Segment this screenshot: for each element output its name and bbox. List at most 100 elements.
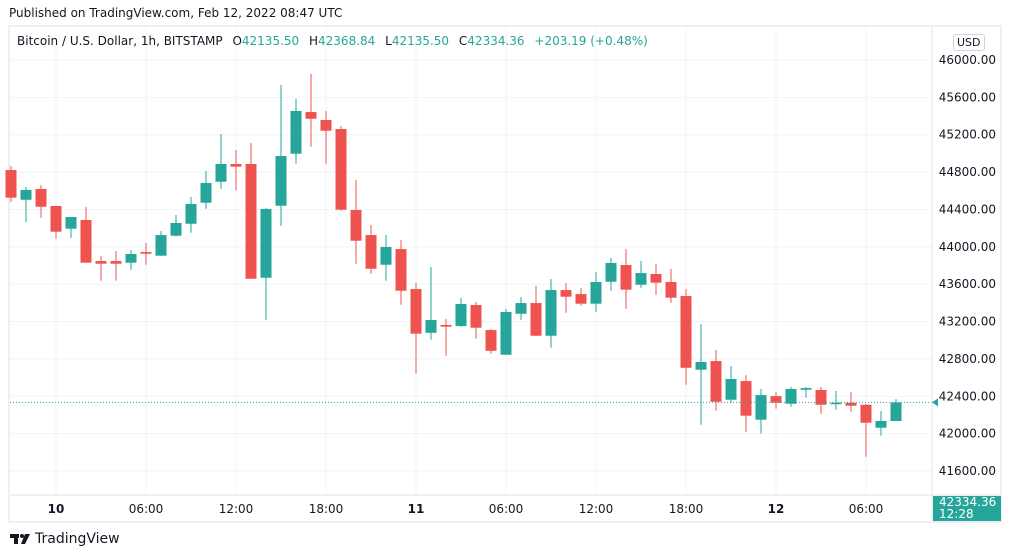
candle: [95, 256, 107, 281]
candle-body: [455, 303, 467, 327]
candle-body: [485, 330, 497, 351]
candle: [215, 133, 227, 189]
open-value: 42135.50: [241, 34, 300, 48]
candle: [5, 166, 17, 202]
published-caption: Published on TradingView.com, Feb 12, 20…: [9, 6, 343, 20]
candle-body: [410, 289, 422, 334]
candle-body: [695, 361, 707, 370]
candle-body: [215, 163, 227, 182]
candle: [530, 286, 542, 336]
candle-body: [95, 261, 107, 264]
chart-frame: [8, 25, 1002, 523]
candle: [50, 205, 62, 239]
y-tick-label: 45600.00: [939, 90, 996, 104]
candle-body: [815, 390, 827, 405]
candle-body: [110, 261, 122, 264]
candle-body: [350, 210, 362, 241]
candle-body: [290, 111, 302, 154]
tradingview-logo[interactable]: TradingView: [10, 531, 120, 547]
candle: [575, 288, 587, 306]
candle-body: [860, 404, 872, 423]
candle-body: [665, 282, 677, 298]
candle: [800, 387, 812, 398]
candle: [740, 375, 752, 432]
axes: 41600.00 42000.00 42400.00 42800.00 43200.00…: [10, 27, 1000, 521]
candle: [695, 324, 707, 425]
candle-body: [245, 163, 257, 279]
close-value: 42334.36: [467, 34, 525, 48]
grid: [10, 27, 932, 495]
candle: [275, 85, 287, 226]
candle-body: [155, 235, 167, 256]
x-tick-label: 06:00: [849, 502, 884, 516]
candle-body: [635, 273, 647, 285]
candle: [245, 143, 257, 279]
candle: [515, 297, 527, 320]
candle: [860, 403, 872, 457]
candle-body: [560, 290, 572, 297]
candle: [770, 392, 782, 409]
y-tick-label: 42800.00: [939, 352, 996, 366]
candle-body: [845, 402, 857, 406]
high-value: 42368.84: [318, 34, 376, 48]
candle: [665, 269, 677, 303]
candle-body: [500, 312, 512, 355]
candle-body: [725, 378, 737, 400]
last-price-label: 42334.36 12:28: [933, 496, 1001, 521]
candle-body: [710, 361, 722, 402]
x-tick-label: 11: [408, 502, 425, 516]
candle-body: [320, 119, 332, 131]
candle-body: [575, 294, 587, 304]
candle-body: [65, 217, 77, 229]
y-tick-label: 44000.00: [939, 240, 996, 254]
candle-body: [305, 112, 317, 119]
x-tick-label: 12:00: [579, 502, 614, 516]
candle: [335, 126, 347, 211]
candle: [350, 180, 362, 264]
candle: [845, 392, 857, 412]
high-label: H: [309, 34, 319, 48]
candle-body: [875, 420, 887, 428]
candle-body: [830, 402, 842, 405]
tradingview-logo-icon: [10, 534, 30, 544]
candle: [440, 319, 452, 356]
candle: [305, 74, 317, 147]
candle-body: [440, 325, 452, 327]
candle: [710, 350, 722, 411]
brand-name: TradingView: [35, 531, 120, 547]
candle-body: [230, 163, 242, 167]
currency-button[interactable]: USD: [953, 34, 985, 51]
candle-body: [125, 254, 137, 263]
candle: [200, 170, 212, 209]
candle-body: [260, 208, 272, 278]
candle: [500, 309, 512, 355]
change-value: +203.19 (+0.48%): [534, 34, 648, 48]
candle-body: [890, 402, 902, 421]
y-tick-label: 43600.00: [939, 277, 996, 291]
y-tick-label: 41600.00: [939, 464, 996, 478]
low-label: L: [385, 34, 392, 48]
candle-body: [755, 395, 767, 420]
candle-body: [800, 388, 812, 390]
y-tick-label: 45200.00: [939, 128, 996, 142]
candle-body: [80, 220, 92, 263]
candle: [395, 239, 407, 305]
candle: [650, 264, 662, 295]
candle-body: [740, 381, 752, 416]
candle-body: [530, 303, 542, 336]
candle: [320, 111, 332, 164]
candle-body: [590, 282, 602, 304]
y-tick-label: 43200.00: [939, 315, 996, 329]
open-label: O: [232, 34, 242, 48]
candle: [140, 242, 152, 265]
candle: [755, 388, 767, 434]
candle: [365, 225, 377, 274]
y-tick-label: 46000.00: [939, 53, 996, 67]
candle-body: [545, 290, 557, 336]
candle-body: [335, 129, 347, 210]
candle: [725, 366, 737, 403]
candle: [155, 231, 167, 256]
candle: [230, 150, 242, 191]
candle: [635, 261, 647, 288]
